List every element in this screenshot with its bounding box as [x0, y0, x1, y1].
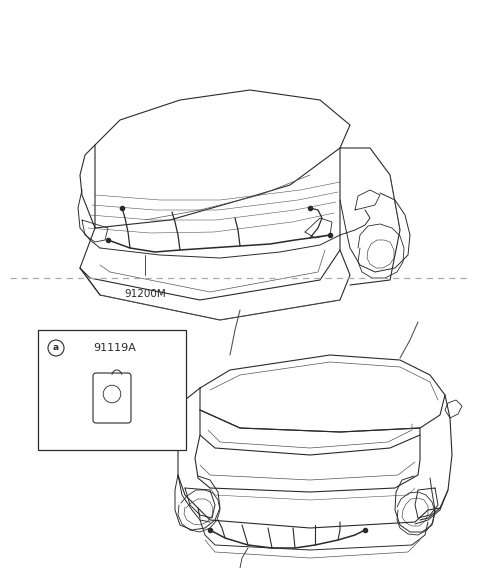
Ellipse shape — [103, 385, 121, 403]
Bar — [38, 330, 186, 450]
Text: 91200M: 91200M — [124, 289, 166, 299]
FancyBboxPatch shape — [93, 373, 131, 423]
Text: 91119A: 91119A — [93, 343, 136, 353]
Text: a: a — [53, 344, 59, 353]
